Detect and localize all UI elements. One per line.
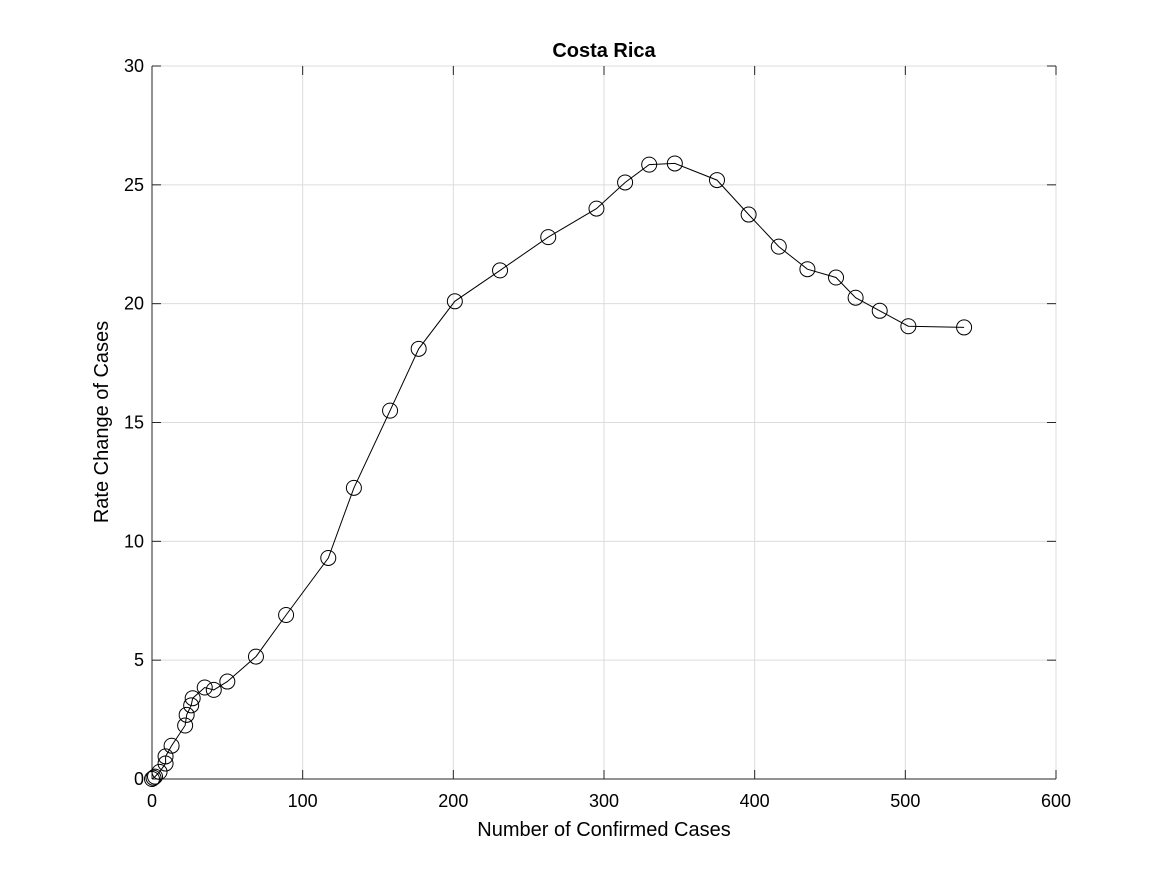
data-point-marker: [871, 302, 888, 319]
x-tick-label: 100: [288, 791, 318, 811]
data-point-marker: [641, 156, 658, 173]
data-point-marker: [345, 479, 362, 496]
y-tick-label: 15: [124, 413, 144, 433]
data-point-marker: [410, 340, 427, 357]
data-point-marker: [145, 769, 162, 786]
chart-title: Costa Rica: [552, 40, 656, 62]
data-point-marker: [177, 717, 194, 734]
plot-area: 0 100 200 300 400 500 600 0 5 10 15 20 25 30: [124, 56, 1071, 811]
data-point-marker: [147, 768, 164, 785]
y-tick-label: 30: [124, 56, 144, 76]
data-point-marker: [157, 755, 174, 772]
x-tick-label: 0: [147, 791, 157, 811]
data-point-marker: [205, 681, 222, 698]
data-point-marker: [709, 172, 725, 189]
data-point-marker: [278, 607, 295, 624]
data-point-marker: [157, 748, 174, 765]
x-tick-label: 300: [589, 791, 619, 811]
y-tick-label: 10: [124, 531, 144, 551]
data-point-marker: [540, 229, 557, 246]
data-point-marker: [320, 549, 337, 566]
data-point-marker: [900, 318, 917, 335]
data-point-marker: [219, 673, 236, 690]
x-tick-label: 600: [1041, 791, 1071, 811]
series-line: [151, 162, 965, 780]
data-point-marker: [770, 238, 787, 255]
y-tick-label: 20: [124, 294, 144, 314]
y-tick-label: 25: [124, 175, 144, 195]
y-tick-label: 5: [134, 650, 144, 670]
data-point-marker: [196, 679, 213, 696]
data-point-marker: [588, 200, 605, 217]
data-point-marker: [492, 262, 509, 279]
y-axis-label: Rate Change of Cases: [91, 321, 113, 523]
data-point-marker: [740, 206, 757, 223]
data-point-marker: [163, 737, 180, 754]
y-tick-label: 0: [134, 769, 144, 789]
data-point-marker: [151, 763, 168, 780]
series: [144, 155, 973, 787]
data-point-marker: [956, 319, 973, 336]
data-point-marker: [617, 174, 634, 191]
x-tick-label: 400: [740, 791, 770, 811]
data-point-marker: [184, 690, 201, 707]
data-point-marker: [183, 697, 200, 714]
data-point-marker: [446, 293, 463, 310]
x-tick-label: 500: [890, 791, 920, 811]
x-axis-label: Number of Confirmed Cases: [477, 819, 730, 841]
data-point-marker: [799, 261, 816, 278]
data-point-marker: [178, 706, 195, 723]
data-point-marker: [847, 289, 864, 306]
data-point-marker: [828, 269, 845, 286]
data-point-marker: [666, 155, 683, 172]
x-tick-label: 200: [438, 791, 468, 811]
data-point-marker: [247, 648, 264, 665]
data-point-marker: [382, 402, 399, 419]
